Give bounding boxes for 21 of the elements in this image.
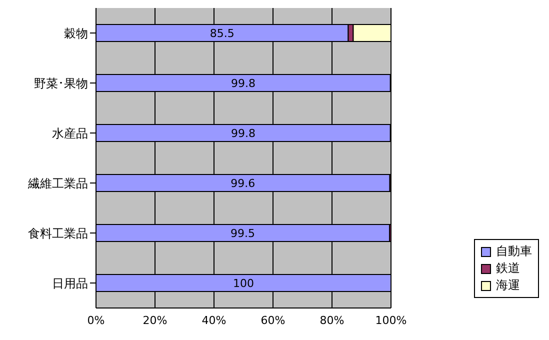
data-label: 100 bbox=[233, 277, 254, 290]
legend-label: 自動車 bbox=[496, 243, 532, 260]
x-tick-label: 0% bbox=[87, 314, 105, 327]
x-tick-label: 40% bbox=[202, 314, 226, 327]
y-tick-label: 水産品 bbox=[52, 126, 88, 140]
data-label: 99.8 bbox=[230, 77, 256, 90]
data-label: 99.6 bbox=[230, 177, 256, 190]
y-tick-label: 野菜･果物 bbox=[34, 76, 88, 90]
y-tick-label: 食料工業品 bbox=[28, 226, 88, 240]
x-tick-label: 80% bbox=[320, 314, 344, 327]
y-tick-label: 日用品 bbox=[52, 276, 88, 290]
legend-label: 鉄道 bbox=[496, 260, 520, 277]
y-tick-label: 繊維工業品 bbox=[27, 176, 88, 190]
data-label: 99.8 bbox=[230, 127, 256, 140]
x-tick-label: 20% bbox=[142, 314, 168, 327]
legend-label: 海運 bbox=[496, 277, 520, 294]
data-label: 99.5 bbox=[230, 227, 256, 240]
data-label: 85.5 bbox=[210, 27, 234, 40]
x-tick-label: 60% bbox=[260, 314, 286, 327]
y-tick-label: 穀物 bbox=[64, 26, 88, 40]
x-tick-label: 100% bbox=[375, 314, 407, 327]
